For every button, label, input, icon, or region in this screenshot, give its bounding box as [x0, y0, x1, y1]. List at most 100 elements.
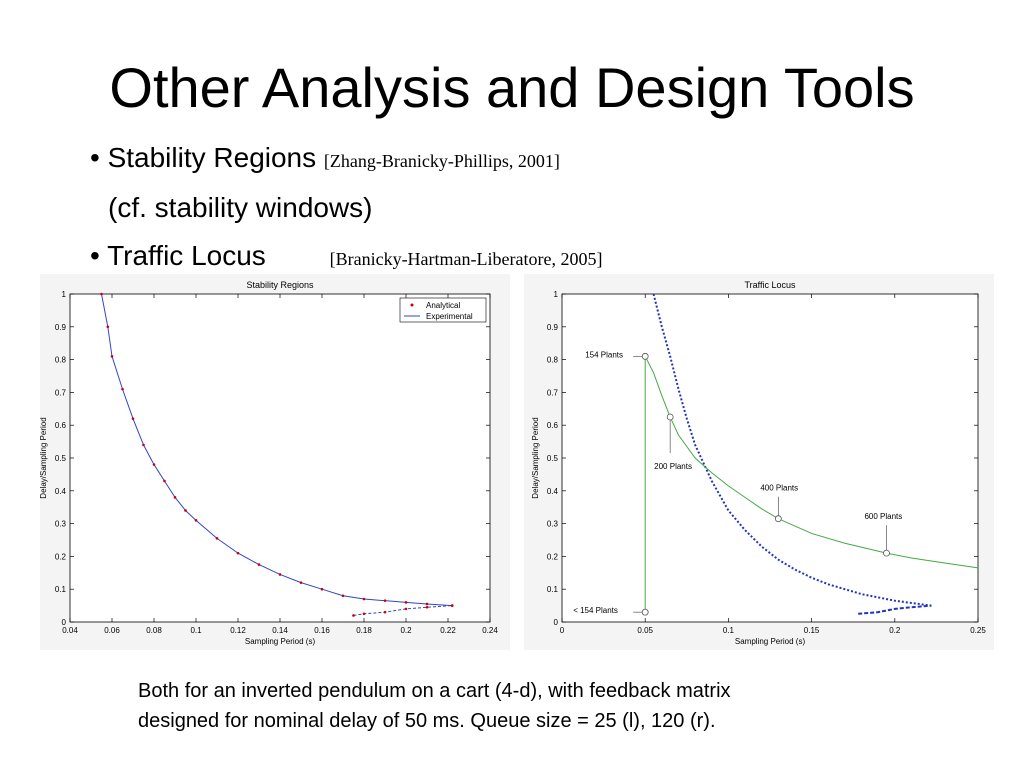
bullet-text: (cf. stability windows): [108, 192, 373, 223]
chart-title: Stability Regions: [246, 280, 314, 290]
y-tick-label: 0.1: [547, 585, 559, 594]
x-tick-label: 0.18: [356, 626, 372, 635]
annotation-marker: [883, 549, 890, 557]
annotation-marker: [666, 413, 674, 421]
data-point-analytical: [131, 417, 135, 420]
x-tick-label: 0.25: [970, 626, 986, 635]
stability-boundary: [652, 293, 932, 607]
legend-box: [399, 297, 487, 323]
data-point-analytical: [215, 537, 219, 540]
bullet-text: • Traffic Locus: [90, 240, 266, 271]
data-point-analytical: [100, 292, 103, 296]
x-tick-label: 0.2: [400, 626, 412, 635]
data-point-analytical: [173, 496, 177, 499]
lower-branch-point: [404, 607, 408, 611]
y-tick-label: 0.1: [55, 585, 67, 594]
data-point-analytical: [236, 551, 240, 555]
traffic-locus-line: [644, 356, 979, 569]
lower-branch-point: [450, 604, 454, 607]
y-tick-label: 0: [554, 618, 559, 627]
y-tick-label: 0.2: [55, 552, 67, 561]
data-point-analytical: [404, 601, 408, 604]
y-tick-label: 0.6: [547, 421, 559, 430]
bullet-subline: (cf. stability windows): [108, 192, 373, 224]
data-point-analytical: [278, 573, 282, 576]
data-point-analytical: [425, 602, 429, 606]
y-tick-label: 0.2: [547, 552, 559, 561]
traffic-locus-chart: Traffic Locus 0 0.05 0.1 0.15 0.2 0.25 0 0.1 0.2 0…: [524, 274, 994, 650]
caption-line: Both for an inverted pendulum on a cart …: [138, 680, 731, 702]
x-axis-label: Sampling Period (s): [735, 637, 806, 646]
annotation-marker: [641, 608, 649, 616]
x-tick-label: 0.2: [889, 626, 901, 635]
lower-branch-point: [383, 610, 387, 614]
y-tick-label: 0.5: [55, 454, 67, 463]
y-tick-label: 0.8: [55, 356, 67, 365]
data-point-analytical: [383, 599, 387, 602]
data-point-analytical: [106, 325, 110, 329]
annotation-label: 400 Plants: [760, 484, 798, 493]
lower-branch-line: [353, 605, 453, 616]
plot-area: [561, 293, 979, 623]
x-tick-label: 0.04: [62, 626, 78, 635]
lower-branch-line: [858, 604, 932, 615]
y-tick-label: 1: [62, 290, 67, 299]
annotation-label: 600 Plants: [864, 512, 902, 521]
x-tick-label: 0.15: [804, 626, 820, 635]
data-point-analytical: [110, 355, 114, 358]
x-tick-label: 0.1: [723, 626, 735, 635]
x-tick-label: 0.24: [482, 626, 498, 635]
legend-label-analytical: Analytical: [426, 301, 460, 310]
bullet-stability-regions: • Stability Regions [Zhang-Branicky-Phil…: [90, 142, 560, 177]
annotation-label: 200 Plants: [654, 462, 692, 471]
data-point-analytical: [341, 594, 345, 598]
x-tick-label: 0: [560, 626, 565, 635]
bullet-text: • Stability Regions: [90, 142, 317, 173]
y-tick-label: 1: [554, 290, 559, 299]
data-point-analytical: [194, 519, 198, 522]
citation: [Branicky-Hartman-Liberatore, 2005]: [329, 249, 603, 269]
annotation-label: 154 Plants: [585, 350, 623, 359]
bullet-traffic-locus: • Traffic Locus [Branicky-Hartman-Libera…: [90, 240, 602, 275]
x-tick-label: 0.14: [272, 626, 288, 635]
data-point-analytical: [257, 563, 261, 566]
data-point-analytical: [142, 443, 145, 447]
caption: Both for an inverted pendulum on a cart …: [138, 676, 938, 736]
lower-branch-point: [425, 605, 429, 609]
y-tick-label: 0.9: [55, 323, 67, 332]
legend-label-experimental: Experimental: [426, 312, 473, 321]
data-point-analytical: [320, 587, 324, 591]
x-tick-label: 0.06: [104, 626, 120, 635]
x-tick-label: 0.22: [440, 626, 456, 635]
y-axis-label: Delay/Sampling Period: [40, 417, 48, 498]
data-point-analytical: [184, 509, 187, 512]
y-axis-label: Delay/Sampling Period: [531, 417, 540, 498]
annotation-marker: [641, 352, 649, 360]
y-tick-label: 0.5: [547, 454, 559, 463]
annotation-marker: [774, 515, 782, 523]
annotation-label: < 154 Plants: [573, 606, 618, 615]
y-tick-label: 0: [62, 618, 67, 627]
data-point-analytical: [163, 479, 166, 483]
y-tick-label: 0.7: [547, 388, 559, 397]
legend-marker-analytical: [410, 303, 414, 307]
x-tick-label: 0.1: [190, 626, 202, 635]
y-tick-label: 0.6: [55, 421, 67, 430]
chart-title: Traffic Locus: [744, 280, 796, 290]
x-tick-label: 0.12: [230, 626, 246, 635]
data-point-analytical: [121, 387, 124, 391]
citation: [Zhang-Branicky-Phillips, 2001]: [323, 151, 560, 171]
x-tick-label: 0.05: [637, 626, 653, 635]
y-tick-label: 0.9: [547, 323, 559, 332]
data-point-analytical: [362, 597, 366, 601]
x-tick-label: 0.08: [146, 626, 162, 635]
data-point-analytical: [299, 581, 303, 584]
y-tick-label: 0.3: [547, 520, 559, 529]
y-tick-label: 0.8: [547, 356, 559, 365]
lower-branch-point: [362, 612, 366, 616]
data-point-analytical: [152, 463, 156, 466]
stability-regions-chart: Stability Regions 0.04 0.06 0.08 0.1 0.12 0.14…: [40, 274, 510, 650]
x-axis-label: Sampling Period (s): [245, 637, 316, 646]
lower-branch-point: [352, 614, 355, 617]
y-tick-label: 0.3: [55, 520, 67, 529]
